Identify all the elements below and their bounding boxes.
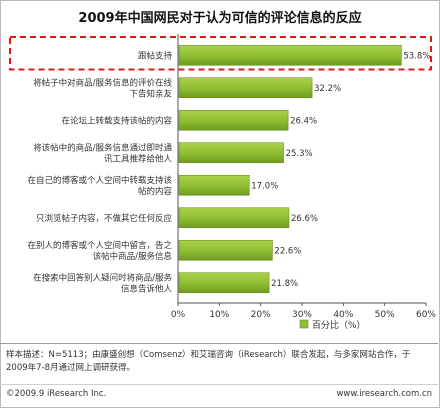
bar: [178, 44, 402, 66]
legend-swatch: [299, 319, 309, 329]
value-label: 53.8%: [403, 51, 430, 61]
bar: [178, 109, 289, 131]
website-url: www.iresearch.com.cn: [336, 389, 432, 399]
value-label: 26.6%: [291, 214, 318, 224]
value-label: 17.0%: [251, 181, 278, 191]
bar-chart: 2009年中国网民对于认为可信的评论信息的反应 53.8% 跟帖支持 32.2% 将帖子…: [9, 10, 436, 331]
footer-divider: [0, 384, 438, 385]
copyright-text: ©2009.9 iResearch Inc.: [6, 389, 107, 399]
x-tick-label: 40%: [333, 310, 353, 320]
chart-title: 2009年中国网民对于认为可信的评论信息的反应: [78, 10, 361, 26]
note-divider: [0, 343, 438, 344]
bar: [178, 142, 284, 164]
x-tick-label: 20%: [251, 310, 271, 320]
value-label: 21.8%: [271, 279, 298, 289]
category-label: 在别人的博客或个人空间中留言，告之该帖中商品/服务信息: [27, 240, 172, 262]
bar: [178, 272, 270, 294]
sample-note: 样本描述：N=5113；由康盛创想（Comsenz）和艾瑞咨询（iResearc…: [6, 350, 411, 373]
x-tick-label: 10%: [209, 310, 229, 320]
bar: [178, 77, 313, 99]
bar: [178, 207, 290, 229]
value-label: 26.4%: [290, 116, 317, 126]
x-tick-label: 50%: [375, 310, 395, 320]
bar: [178, 174, 250, 196]
x-tick-label: 60%: [416, 310, 436, 320]
x-tick-label: 30%: [292, 310, 312, 320]
category-label: 在论坛上转载支持该帖的内容: [61, 115, 172, 126]
category-label: 将帖子中对商品/服务信息的评价在线下告知亲友: [33, 77, 172, 99]
category-label: 将该帖中的商品/服务信息通过即时通讯工具推荐给他人: [33, 142, 172, 164]
bar: [178, 239, 273, 261]
highlight-box: [9, 36, 432, 71]
value-label: 32.2%: [314, 84, 341, 94]
category-label: 只浏览帖子内容，不做其它任何反应: [36, 213, 173, 224]
x-tick-label: 0%: [171, 310, 186, 320]
category-label: 在自己的博客或个人空间中转载支持该帖的内容: [27, 175, 172, 197]
legend-label: 百分比（%）: [312, 319, 366, 331]
category-label: 跟帖支持: [138, 50, 173, 61]
value-label: 25.3%: [286, 149, 313, 159]
value-label: 22.6%: [274, 246, 301, 256]
category-label: 在搜索中回答别人疑问时将商品/服务信息告诉他人: [33, 272, 172, 294]
footer: ©2009.9 iResearch Inc. www.iresearch.com…: [0, 384, 440, 406]
